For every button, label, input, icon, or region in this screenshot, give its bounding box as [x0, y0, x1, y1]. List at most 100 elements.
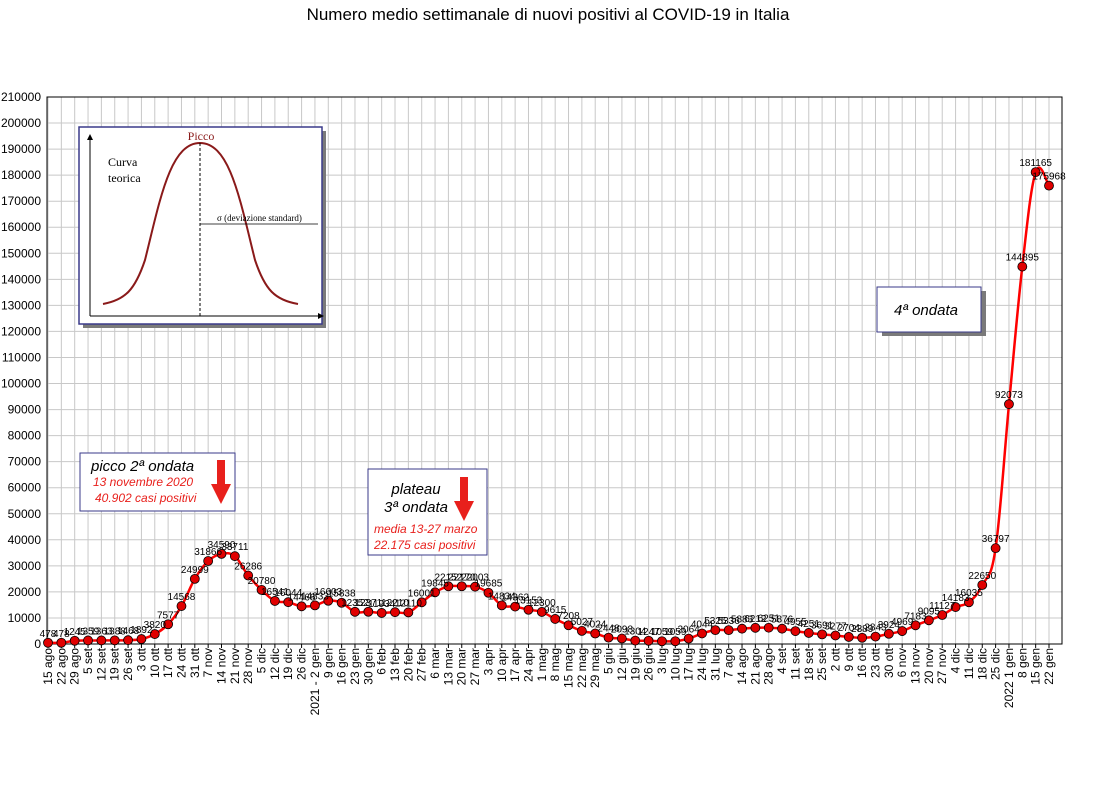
data-labels: 4784781245135913631388146818923820757714…: [40, 158, 1066, 640]
data-point-19: [296, 601, 307, 612]
x-tick-label: 28 ago: [762, 648, 776, 685]
data-label-25: 11934: [368, 599, 396, 610]
annotation-period: media 13-27 marzo: [374, 522, 478, 536]
data-label-75: 175968: [1032, 172, 1066, 183]
data-point-56: [790, 626, 801, 636]
data-label-7: 1892: [130, 625, 153, 636]
y-tick-label: 140000: [1, 272, 41, 286]
data-point-57: [803, 628, 814, 638]
y-tick-label: 50000: [8, 507, 42, 521]
data-point-25: [376, 608, 387, 618]
data-point-75: [1044, 180, 1054, 191]
x-tick-label: 30 gen: [361, 648, 375, 685]
x-tick-label: 23 gen: [348, 648, 362, 685]
data-label-56: 4955: [784, 617, 807, 628]
annotation-plateau-3rd-wave: plateau 3ª ondata media 13-27 marzo 22.1…: [367, 468, 488, 556]
x-tick-label: 2021 - 2 gen: [308, 648, 322, 715]
data-label-53: 6212: [744, 614, 767, 625]
data-label-10: 14568: [168, 592, 196, 603]
x-tick-label: 10 ott: [148, 647, 162, 678]
x-tick-label: 25 dic: [989, 648, 1003, 680]
data-point-51: [723, 625, 734, 636]
data-point-48: [683, 633, 694, 644]
data-label-54: 6251: [758, 614, 781, 625]
data-point-68: [950, 602, 961, 612]
y-tick-label: 20000: [8, 585, 42, 599]
data-label-3: 1359: [77, 626, 100, 637]
data-label-0: 478: [40, 629, 57, 640]
data-label-68: 14183: [942, 593, 970, 604]
data-point-50: [710, 625, 721, 636]
x-tick-label: 1 mag: [535, 648, 549, 681]
x-tick-label: 2022 1 gen: [1002, 648, 1016, 708]
annotation-value: 22.175 casi positivi: [373, 538, 476, 552]
y-tick-label: 120000: [1, 324, 41, 338]
data-point-58: [817, 629, 828, 640]
data-point-30: [443, 581, 454, 592]
data-point-36: [523, 604, 534, 615]
data-point-16: [256, 584, 267, 595]
x-tick-label: 5 dic: [255, 648, 269, 673]
x-tick-label: 12 dic: [268, 648, 282, 680]
data-point-67: [937, 610, 948, 620]
data-label-12: 31866: [194, 547, 222, 558]
y-tick-label: 190000: [1, 142, 41, 156]
x-tick-label: 14 ago: [735, 648, 749, 685]
data-point-29: [430, 587, 440, 598]
data-point-13: [216, 549, 227, 559]
x-tick-label: 23 ott: [868, 647, 882, 678]
annotation-title-2: 3ª ondata: [384, 499, 448, 516]
data-label-9: 7577: [157, 610, 180, 621]
x-tick-label: 29 ago: [68, 648, 82, 685]
x-tick-label: 3 lug: [655, 648, 669, 674]
x-tick-label: 18 dic: [975, 648, 989, 680]
x-tick-label: 26 set: [121, 647, 135, 680]
y-tick-label: 0: [34, 637, 41, 651]
annotation-peak-2nd-wave: picco 2ª ondata 13 novembre 2020 40.902 …: [79, 452, 236, 512]
annotation-box: [79, 452, 236, 512]
data-label-42: 2448: [597, 624, 620, 635]
data-point-31: [456, 581, 467, 592]
y-tick-label: 200000: [1, 116, 41, 130]
data-label-69: 16035: [955, 588, 983, 599]
data-point-61: [857, 632, 868, 643]
data-label-63: 3924: [878, 620, 901, 631]
x-tick-label: 20 feb: [401, 648, 415, 682]
data-label-34: 14834: [488, 591, 516, 602]
data-label-58: 3691: [811, 620, 834, 631]
data-label-59: 3277: [824, 621, 847, 632]
x-tick-label: 12 set: [94, 647, 108, 680]
x-tick-label: 16 gen: [335, 648, 349, 685]
data-label-14: 33711: [221, 542, 249, 553]
x-tick-label: 31 ott: [188, 647, 202, 678]
inset-sigma-label: σ (deviazione standard): [217, 213, 302, 223]
data-point-45: [643, 635, 654, 646]
data-point-18: [283, 597, 294, 608]
data-point-15: [243, 570, 254, 581]
x-tick-label: 31 lug: [708, 648, 722, 681]
x-tick-label: 15 ago: [41, 648, 55, 685]
data-point-64: [897, 626, 908, 636]
data-label-44: 1304: [624, 627, 647, 638]
data-label-30: 22152: [434, 572, 462, 583]
y-tick-label: 10000: [8, 611, 42, 625]
x-tick-label: 19 dic: [281, 648, 295, 680]
annotation-value: 40.902 casi positivi: [95, 491, 197, 505]
data-point-71: [990, 543, 1001, 554]
data-point-37: [536, 607, 547, 617]
x-tick-label: 8 mag: [548, 648, 562, 681]
x-tick-label: 13 mar: [441, 648, 455, 685]
data-label-48: 2064: [678, 625, 701, 636]
data-label-29: 19845: [421, 578, 449, 589]
data-label-23: 12352: [341, 598, 369, 609]
x-tick-label: 3 apr: [481, 648, 495, 675]
data-label-41: 4024: [584, 620, 607, 631]
x-tick-label: 8 gen: [1015, 648, 1029, 678]
annotation-title: 4ª ondata: [894, 302, 958, 319]
data-label-72: 92073: [995, 390, 1023, 401]
x-tick-label: 21 ago: [748, 648, 762, 685]
y-tick-label: 30000: [8, 559, 42, 573]
x-tick-label: 6 nov: [895, 648, 909, 677]
data-point-65: [910, 620, 921, 631]
